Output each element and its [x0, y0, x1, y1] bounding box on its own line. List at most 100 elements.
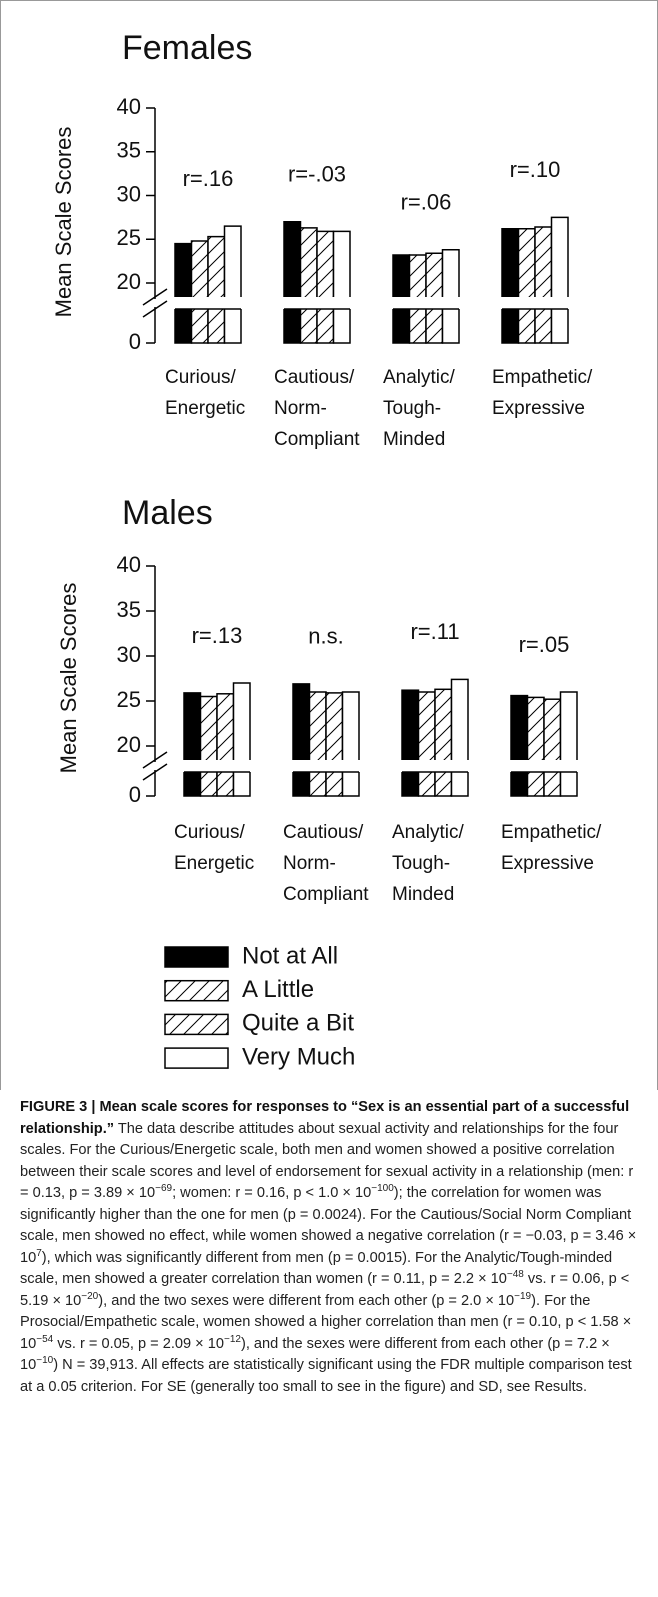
bar [341, 691, 360, 797]
legend-label: Not at All [242, 942, 338, 969]
caption-text: ), and the sexes were different from eac… [20, 1335, 610, 1374]
bar [223, 225, 242, 344]
bar [441, 249, 460, 344]
y-tick-label: 0 [129, 782, 141, 807]
bar [199, 695, 218, 797]
break-gap [173, 297, 243, 309]
break-gap [391, 297, 461, 309]
chart-title: Males [122, 494, 213, 532]
caption-text: ; women: r = 0.16, p < 1.0 × 10 [172, 1185, 372, 1201]
caption-text: ). For the Prosocial/Empathetic scale, w… [20, 1292, 632, 1352]
annotation: r=.16 [183, 166, 234, 191]
annotation: n.s. [308, 624, 343, 649]
annotation: r=.06 [401, 190, 452, 215]
chart-title: Females [122, 29, 252, 67]
x-tick-label: Cautious/ Norm- Compliant [283, 822, 369, 905]
y-tick-label: 30 [117, 642, 141, 667]
caption-text: ), and the two sexes were different from… [98, 1292, 515, 1309]
caption-text: ); the correlation for women was signifi… [20, 1185, 637, 1266]
bar [417, 691, 436, 797]
bar [526, 696, 545, 797]
figure: Females Mean Scale Scores 0 20 25 30 35 40 r=.16… [0, 0, 658, 1090]
bar [450, 678, 469, 797]
superscript: −12 [223, 1333, 241, 1345]
y-tick-label: 25 [117, 687, 141, 712]
bar [232, 682, 251, 797]
bar [207, 235, 226, 344]
bar [534, 226, 553, 344]
axis-break [142, 763, 168, 781]
bar [183, 692, 202, 797]
annotation: r=.13 [192, 623, 243, 648]
legend-label: Quite a Bit [242, 1010, 354, 1037]
superscript: −48 [506, 1269, 524, 1281]
bar [559, 691, 578, 797]
x-tick-label: Curious/ Energetic [174, 822, 255, 874]
y-tick-label: 0 [129, 329, 141, 354]
bar [543, 698, 562, 797]
bar [501, 228, 520, 344]
break-gap [400, 760, 470, 772]
caption-text: ), which was significantly different fro… [20, 1249, 613, 1288]
legend-swatch [164, 946, 229, 968]
y-axis-label: Mean Scale Scores [51, 127, 76, 318]
bar [325, 692, 344, 797]
bar [299, 227, 318, 344]
bar [190, 240, 209, 344]
legend-swatch [164, 1047, 229, 1069]
legend-swatch [164, 979, 229, 1002]
x-tick-label: Empathetic/ Expressive [492, 367, 593, 419]
y-tick-label: 30 [117, 181, 141, 206]
superscript: −100 [371, 1183, 394, 1195]
caption-text: vs. r = 0.06, p < 5.19 × 10 [20, 1271, 630, 1309]
annotation: r=-.03 [288, 162, 346, 187]
bar [550, 216, 569, 344]
legend-label: A Little [242, 976, 314, 1003]
break-gap [500, 297, 570, 309]
axis-break [142, 288, 168, 306]
bar [510, 694, 529, 797]
bar [283, 221, 302, 344]
y-tick-label: 40 [117, 552, 141, 577]
y-tick-label: 20 [117, 732, 141, 757]
y-tick-label: 35 [117, 138, 141, 163]
bar [316, 230, 335, 344]
bar [216, 693, 235, 797]
superscript: −69 [155, 1183, 173, 1195]
annotation: r=.05 [519, 632, 570, 657]
caption: FIGURE 3 | Mean scale scores for respons… [20, 1097, 642, 1398]
bar [292, 683, 311, 797]
superscript: −54 [36, 1333, 54, 1345]
x-tick-label: Curious/ Energetic [165, 367, 246, 419]
axis-break [142, 300, 168, 318]
x-tick-label: Analytic/ Tough- Minded [383, 367, 455, 450]
caption-title: FIGURE 3 | Mean scale scores for respons… [20, 1099, 630, 1137]
y-tick-label: 40 [117, 94, 141, 119]
annotation: r=.10 [510, 157, 561, 182]
break-gap [509, 760, 579, 772]
x-tick-label: Analytic/ Tough- Minded [392, 822, 464, 905]
superscript: 7 [36, 1247, 42, 1259]
y-tick-label: 35 [117, 597, 141, 622]
legend-swatch [164, 1013, 229, 1036]
x-tick-label: Empathetic/ Expressive [501, 822, 602, 874]
y-tick-label: 20 [117, 269, 141, 294]
superscript: −19 [514, 1290, 532, 1302]
x-tick-label: Cautious/ Norm- Compliant [274, 367, 360, 450]
bar [174, 242, 193, 344]
bar [332, 230, 351, 344]
annotation: r=.11 [410, 619, 459, 644]
bar [308, 691, 327, 797]
y-tick-label: 25 [117, 225, 141, 250]
break-gap [291, 760, 361, 772]
axis-break [142, 751, 168, 769]
y-axis-label: Mean Scale Scores [56, 583, 81, 774]
caption-text: vs. r = 0.05, p = 2.09 × 10 [53, 1335, 224, 1352]
caption-text: The data describe attitudes about sexual… [20, 1120, 634, 1202]
legend-label: Very Much [242, 1043, 355, 1070]
caption-text: ) N = 39,913. All effects are statistica… [20, 1357, 632, 1395]
break-gap [182, 760, 252, 772]
superscript: −20 [81, 1290, 99, 1302]
bar [517, 228, 536, 344]
